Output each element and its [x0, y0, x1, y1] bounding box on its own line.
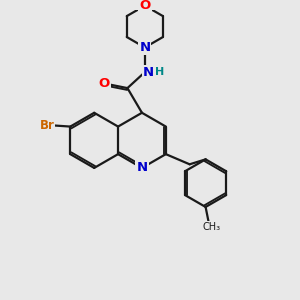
Text: N: N — [136, 161, 148, 174]
Text: H: H — [155, 67, 165, 76]
Text: N: N — [139, 41, 150, 54]
Text: O: O — [99, 77, 110, 90]
Text: N: N — [143, 66, 154, 79]
Text: Br: Br — [40, 118, 55, 132]
Text: CH₃: CH₃ — [203, 222, 221, 232]
Text: O: O — [139, 0, 151, 12]
